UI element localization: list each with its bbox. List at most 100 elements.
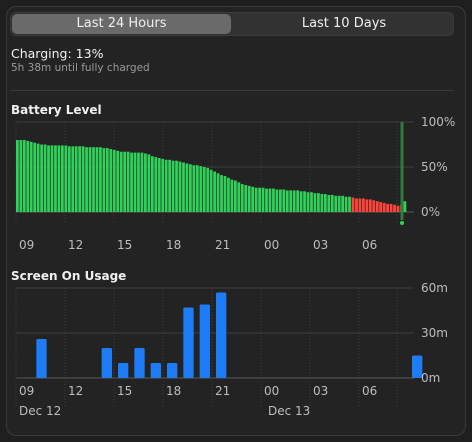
battery-level-bar [368,199,372,212]
battery-level-bar [310,192,313,212]
tab-last-10-days[interactable]: Last 10 Days [301,16,387,31]
battery-level-bar [67,146,71,212]
battery-level-bar [81,146,85,212]
date-label-dec-13: Dec 13 [268,404,310,418]
battery-level-bar [130,152,133,212]
battery-level-bar [358,198,362,212]
battery-level-bar [344,196,348,212]
battery-level-bar [195,165,199,212]
date-label-dec-12: Dec 12 [19,404,61,418]
battery-x-tick-label: 12 [68,238,83,252]
tab-last-24-hours[interactable]: Last 24 Hours [12,14,231,34]
battery-level-bar [202,167,206,212]
usage-y-axis-label: 0m [421,371,440,385]
battery-x-tick-label: 18 [166,238,181,252]
usage-x-tick-label: 00 [264,384,279,398]
divider [10,90,454,91]
battery-y-axis-label: 0% [421,205,440,219]
battery-level-bar [382,203,386,212]
battery-level-bar [258,187,261,212]
battery-level-bar [393,204,396,212]
battery-level-bar [199,166,203,212]
battery-level-bar [272,188,275,212]
battery-level-bar [313,193,317,212]
battery-x-tick-label: 15 [117,238,132,252]
battery-level-bar [244,185,248,212]
screen-usage-bar [150,363,161,378]
battery-level-bar [355,198,358,212]
battery-level-bar [320,194,324,212]
battery-y-axis-label: 50% [421,160,448,174]
usage-x-tick-label: 18 [166,384,181,398]
battery-level-bar [157,158,161,212]
battery-level-bar [247,185,251,212]
battery-level-bar [140,152,144,212]
screen-usage-bar [36,339,47,378]
battery-level-bar [147,154,151,212]
battery-level-bar [240,184,244,212]
battery-level-bar [375,201,379,212]
battery-level-bar [341,195,345,212]
battery-level-bar [71,146,75,212]
battery-level-bar [230,179,234,212]
charging-status: Charging: 13% [11,46,104,61]
battery-level-bar [171,160,175,212]
battery-level-bar [317,193,320,212]
screen-usage-bar [216,292,227,378]
battery-level-bar [206,167,210,212]
battery-level-bar [292,190,296,212]
usage-x-tick-label: 21 [215,384,230,398]
battery-level-bar [251,186,255,212]
battery-level-bar [78,146,82,212]
battery-level-bar [189,164,192,212]
screen-usage-bar [183,307,194,378]
screen-on-usage-title: Screen On Usage [11,269,127,283]
usage-x-tick-label: 12 [68,384,83,398]
battery-level-bar [85,147,88,212]
screen-usage-bar [412,355,423,378]
battery-level-bar [92,147,95,212]
battery-level-bar [137,152,140,212]
battery-level-bar [36,143,40,212]
battery-usage-panel [6,6,466,436]
battery-level-bar [348,196,351,212]
charging-time-remaining: 5h 38m until fully charged [11,62,150,74]
usage-y-axis-label: 60m [421,281,448,295]
battery-level-bar [168,159,172,212]
screen-usage-bar [134,348,145,378]
battery-level-bar [178,161,182,212]
battery-level-bar [54,145,57,212]
battery-level-bar [192,165,196,212]
battery-level-bar [102,148,106,212]
usage-x-tick-label: 06 [362,384,377,398]
battery-level-bar [150,156,154,212]
battery-level-bar [164,159,168,212]
battery-level-bar [265,188,268,212]
battery-level-bar [379,202,383,212]
battery-level-bar [306,192,310,212]
battery-level-bar [334,195,338,212]
battery-level-bar [74,146,78,212]
battery-level-bar [105,148,109,212]
battery-level-title: Battery Level [11,103,102,117]
battery-level-bar [29,141,33,212]
battery-level-bar [33,142,37,212]
battery-level-bar [278,189,282,212]
battery-level-bar [389,203,393,212]
screen-usage-bar [167,363,178,378]
battery-level-bar [327,194,331,212]
battery-level-bar [386,203,389,212]
battery-level-bar [126,151,130,212]
battery-y-axis-label: 100% [421,115,455,129]
battery-level-bar [47,145,50,212]
battery-level-bar [16,140,19,212]
battery-level-bar [185,163,189,212]
battery-x-tick-label: 09 [19,238,34,252]
battery-x-tick-label: 06 [362,238,377,252]
battery-level-bar [154,157,158,212]
battery-level-bar [123,151,127,212]
battery-level-bar [296,190,300,212]
battery-x-tick-label: 00 [264,238,279,252]
battery-x-tick-label: 21 [215,238,230,252]
